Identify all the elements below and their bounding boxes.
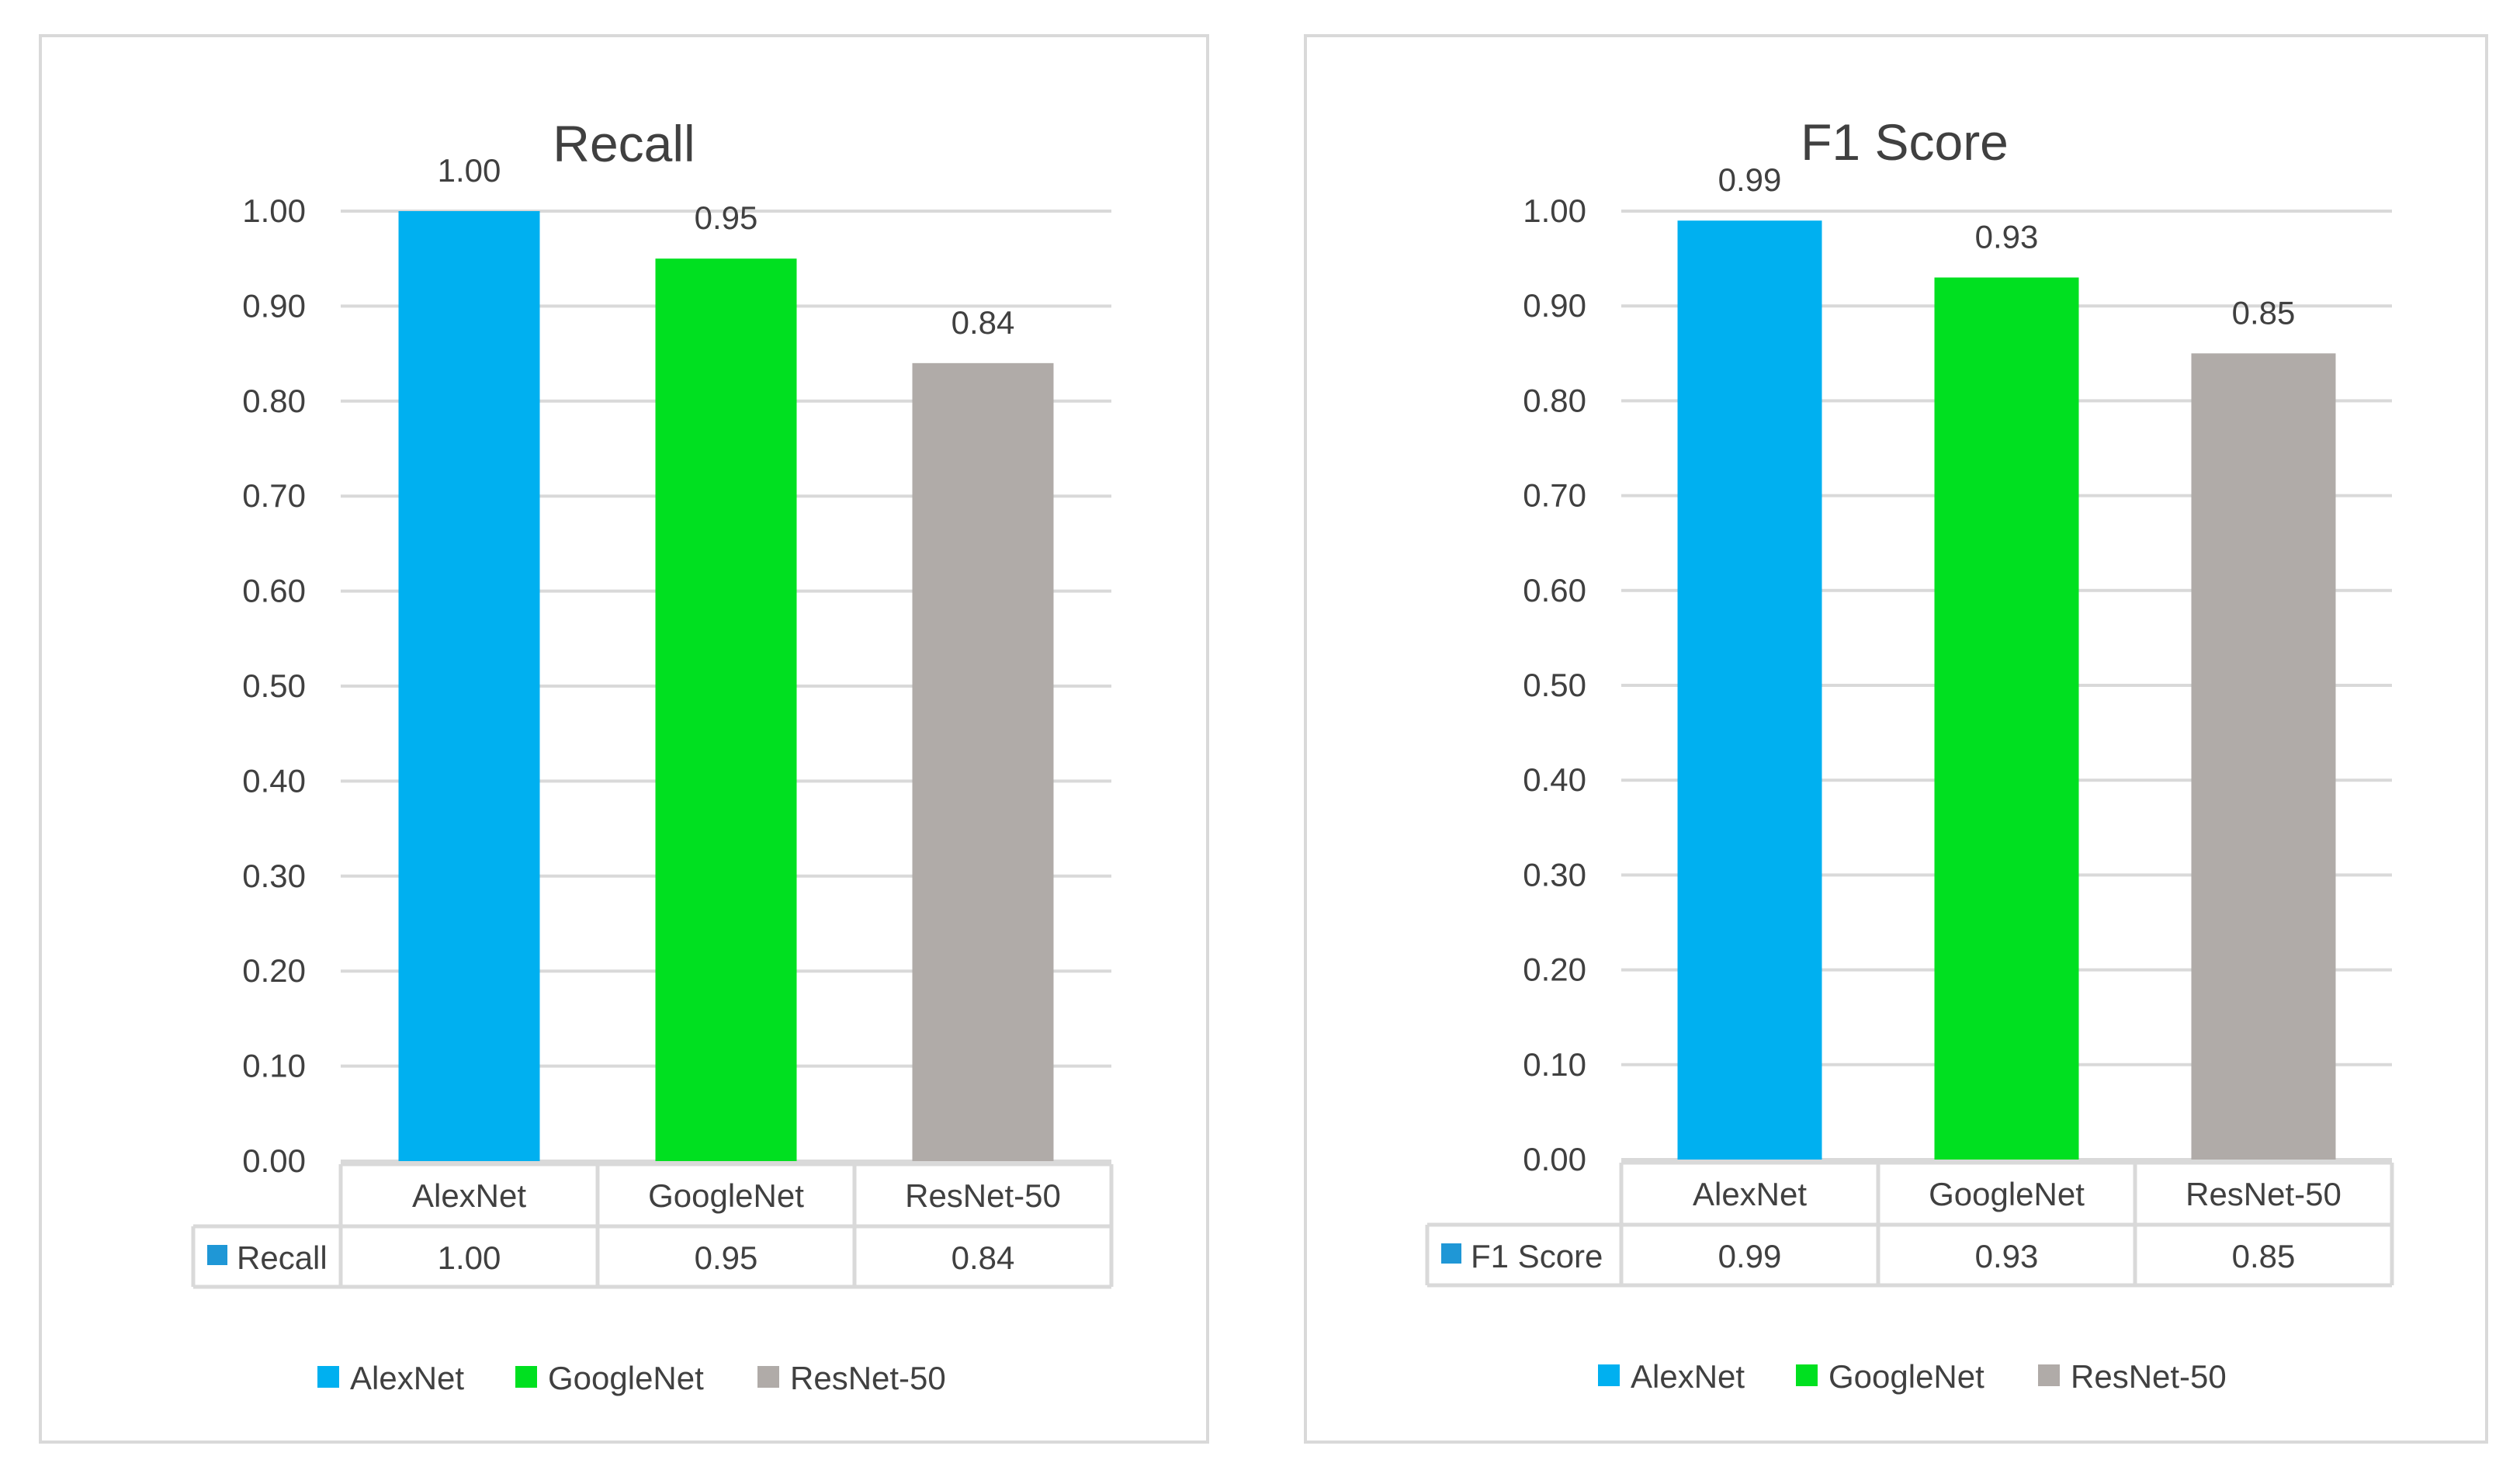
y-tick-label: 0.40 <box>242 762 306 799</box>
y-tick-label: 0.20 <box>1523 952 1586 988</box>
chart-title: F1 Score <box>1801 113 2009 171</box>
bar-resnet-50 <box>912 362 1054 1162</box>
data-label: 1.00 <box>438 152 501 189</box>
bar-alexnet <box>398 211 540 1161</box>
x-category-label: ResNet-50 <box>2186 1176 2341 1212</box>
y-tick-label: 0.50 <box>1523 667 1586 703</box>
x-category-label: GoogleNet <box>1929 1176 2085 1212</box>
table-value: 1.00 <box>438 1239 501 1276</box>
recall-chart-panel: Recall 0.00 0.10 0.20 0.30 0.40 0.50 0.60 0.70 0.… <box>39 34 1209 1444</box>
legend-swatch-googlenet <box>515 1366 537 1388</box>
legend-swatch-alexnet <box>1598 1364 1620 1386</box>
legend-swatch-alexnet <box>317 1366 339 1388</box>
data-label: 0.84 <box>951 304 1015 341</box>
y-tick-label: 0.80 <box>1523 382 1586 418</box>
table-value: 0.95 <box>695 1239 758 1276</box>
bar-googlenet <box>1934 277 2079 1160</box>
legend-swatch-resnet-50 <box>757 1366 779 1388</box>
table-value: 0.85 <box>2232 1238 2296 1274</box>
y-tick-label: 0.90 <box>1523 287 1586 324</box>
y-tick-label: 1.00 <box>1523 192 1586 229</box>
y-tick-label: 0.30 <box>242 858 306 894</box>
y-tick-label: 0.60 <box>242 573 306 609</box>
data-label: 0.99 <box>1718 161 1782 198</box>
y-tick-label: 0.70 <box>242 477 306 514</box>
data-label: 0.85 <box>2232 294 2296 331</box>
series-name-label: Recall <box>237 1239 328 1276</box>
y-tick-label: 0.90 <box>242 287 306 324</box>
series-name-label: F1 Score <box>1471 1238 1603 1274</box>
y-tick-label: 0.30 <box>1523 856 1586 893</box>
y-tick-label: 1.00 <box>242 192 306 229</box>
y-tick-label: 0.10 <box>242 1048 306 1084</box>
series-key-swatch <box>1441 1243 1461 1264</box>
legend-label: ResNet-50 <box>2071 1358 2227 1395</box>
y-tick-label: 0.80 <box>242 383 306 419</box>
y-tick-label: 0.40 <box>1523 761 1586 798</box>
legend-label: ResNet-50 <box>790 1360 946 1396</box>
table-value: 0.84 <box>951 1239 1015 1276</box>
x-category-label: GoogleNet <box>648 1177 804 1214</box>
y-tick-label: 0.10 <box>1523 1046 1586 1083</box>
legend-label: AlexNet <box>350 1360 464 1396</box>
y-tick-label: 0.70 <box>1523 477 1586 514</box>
table-value: 0.93 <box>1975 1238 2039 1274</box>
y-tick-label: 0.20 <box>242 952 306 989</box>
y-tick-label: 0.50 <box>242 667 306 704</box>
chart-title: Recall <box>553 115 695 172</box>
y-tick-label: 0.00 <box>1523 1141 1586 1177</box>
series-key-swatch <box>207 1245 227 1265</box>
y-tick-label: 0.00 <box>242 1142 306 1179</box>
data-label: 0.93 <box>1975 219 2039 255</box>
f1-score-chart-panel: F1 Score 0.00 0.10 0.20 0.30 0.40 0.50 0.60 0.70… <box>1304 34 2488 1444</box>
legend-label: GoogleNet <box>548 1360 704 1396</box>
x-category-label: AlexNet <box>1693 1176 1807 1212</box>
legend-swatch-googlenet <box>1796 1364 1818 1386</box>
f1-score-chart-svg: F1 Score 0.00 0.10 0.20 0.30 0.40 0.50 0.60 0.70… <box>1425 113 2394 1395</box>
legend-label: GoogleNet <box>1828 1358 1984 1395</box>
bar-alexnet <box>1677 220 1822 1160</box>
data-label: 0.95 <box>695 199 758 236</box>
y-tick-label: 0.60 <box>1523 572 1586 608</box>
x-category-label: AlexNet <box>412 1177 526 1214</box>
recall-chart-svg: Recall 0.00 0.10 0.20 0.30 0.40 0.50 0.60 0.70 0.… <box>191 115 1114 1396</box>
bar-resnet-50 <box>2191 353 2336 1160</box>
legend-swatch-resnet-50 <box>2038 1364 2060 1386</box>
legend-label: AlexNet <box>1631 1358 1745 1395</box>
table-value: 0.99 <box>1718 1238 1782 1274</box>
bar-googlenet <box>655 258 797 1162</box>
x-category-label: ResNet-50 <box>905 1177 1061 1214</box>
